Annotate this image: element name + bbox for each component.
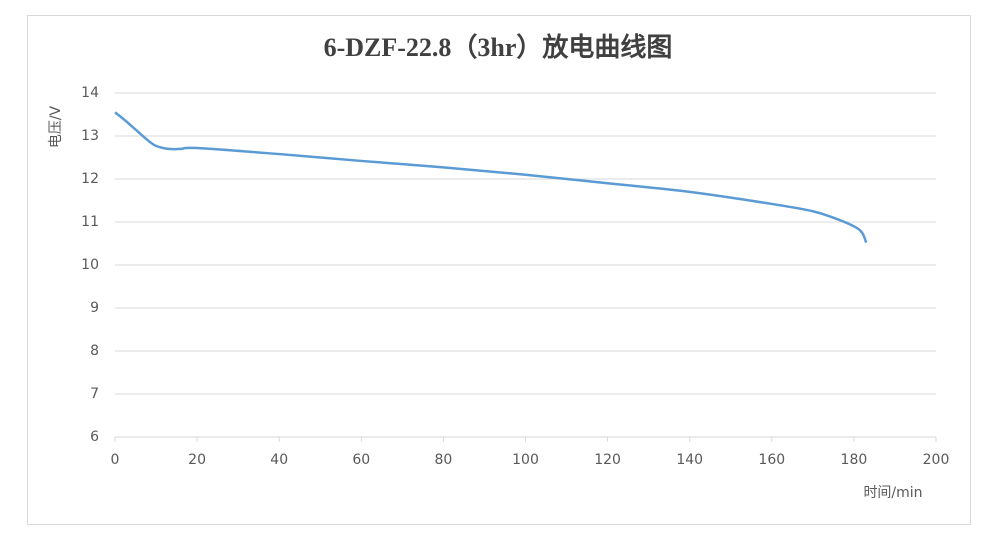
x-tick-label: 200: [923, 452, 950, 468]
y-tick-label: 8: [90, 343, 99, 359]
y-tick-label: 10: [81, 257, 99, 273]
y-tick-label: 9: [90, 300, 99, 316]
x-tick-label: 180: [841, 452, 868, 468]
y-tick-label: 14: [81, 85, 99, 101]
x-tick-label: 120: [594, 452, 621, 468]
y-tick-label: 11: [81, 214, 99, 230]
x-tick-label: 80: [434, 452, 452, 468]
y-tick-label: 6: [90, 429, 99, 445]
x-axis-label: 时间/min: [863, 485, 922, 501]
x-tick-label: 100: [512, 452, 539, 468]
x-tick-label: 20: [188, 452, 206, 468]
x-tick-label: 140: [676, 452, 703, 468]
y-axis-label: 电压/V: [48, 105, 64, 148]
y-tick-label: 7: [90, 386, 99, 402]
chart-frame: [27, 15, 971, 525]
chart-title: 6-DZF-22.8（3hr）放电曲线图: [324, 32, 673, 62]
y-tick-label: 13: [81, 128, 99, 144]
data-line: [114, 111, 868, 244]
y-tick-label: 12: [81, 171, 99, 187]
x-tick-label: 0: [111, 452, 120, 468]
x-tick-label: 160: [758, 452, 785, 468]
x-tick-label: 60: [352, 452, 370, 468]
x-tick-label: 40: [270, 452, 288, 468]
